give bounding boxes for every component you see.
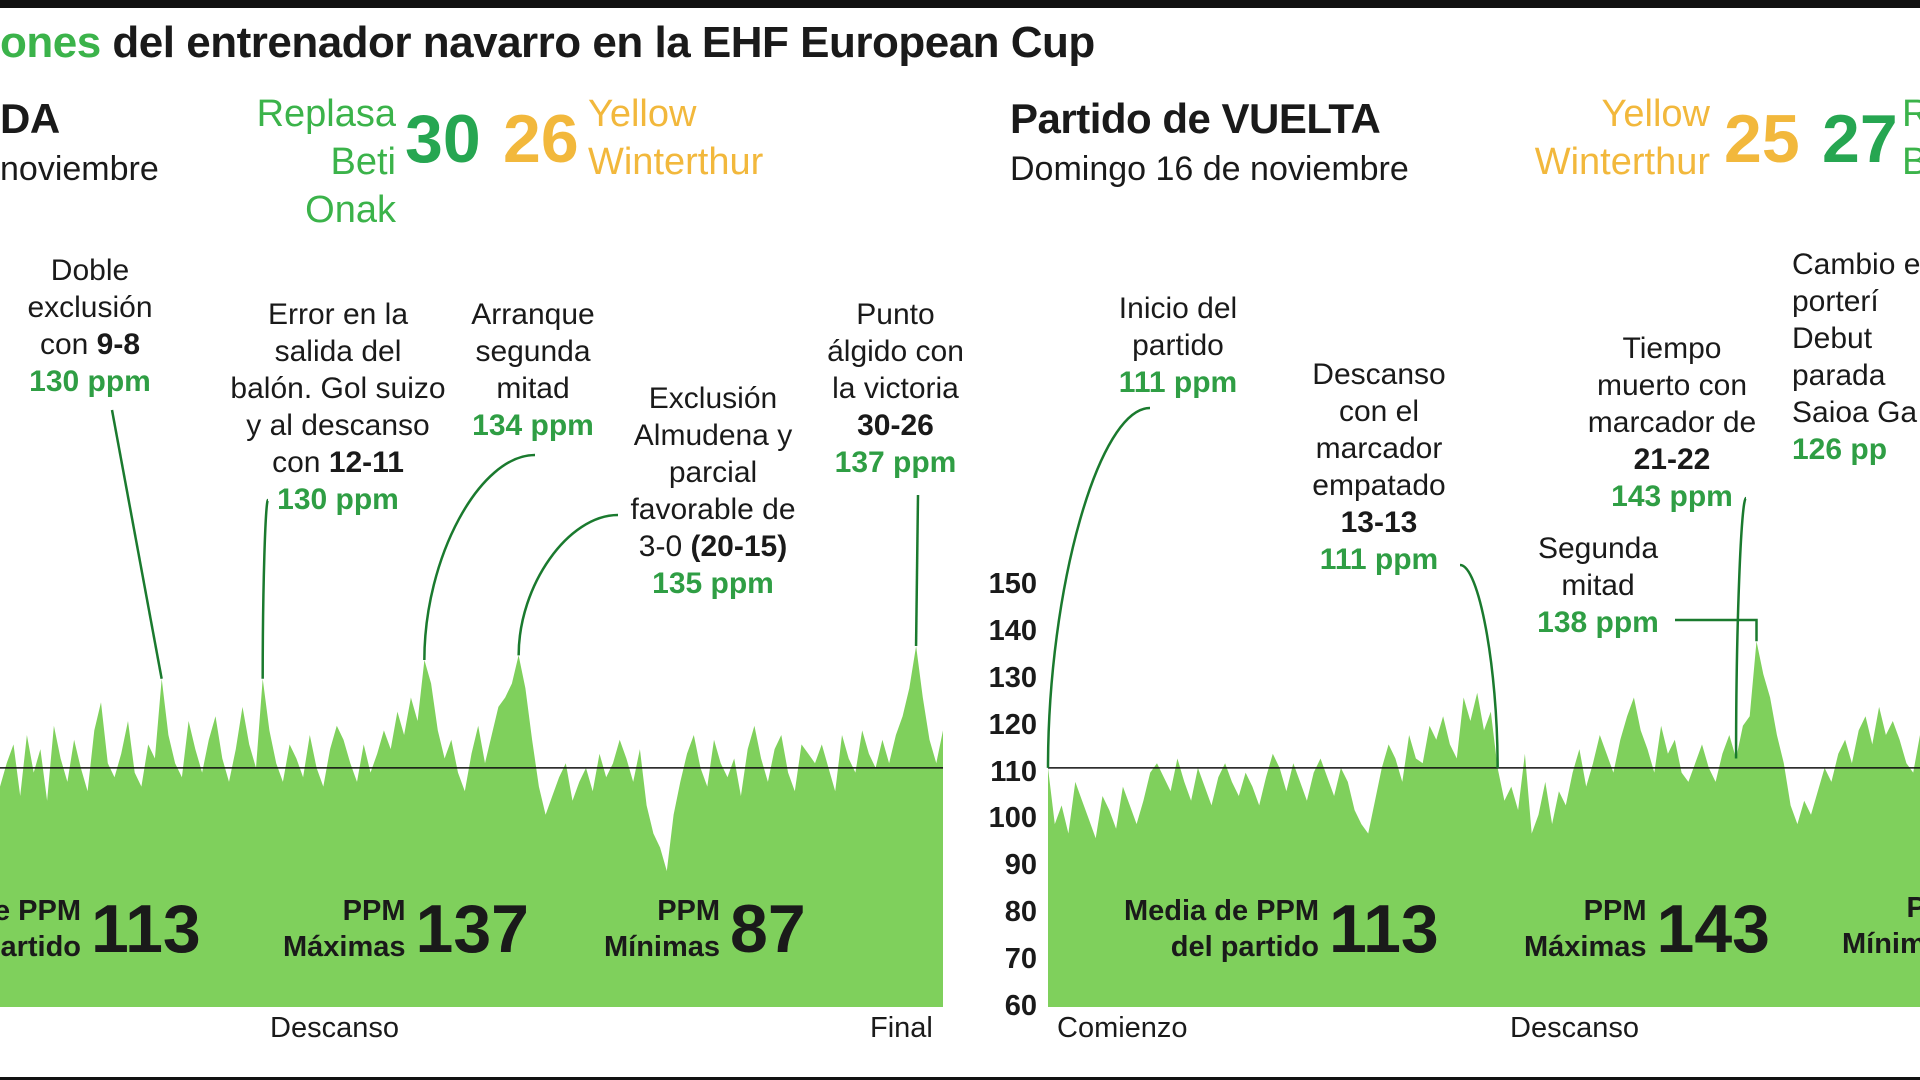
bottom-rule [0,1077,1920,1080]
y-tick-label: 130 [988,661,1037,694]
ida-annotation-3: Arranque segunda mitad 134 ppm [471,298,595,442]
ida-annotation-2: Error en la salida del balón. Gol suizo … [230,298,446,516]
vuelta-x-label-comienzo: Comienzo [1057,1012,1188,1044]
ida-stat-max: PPM Máximas 137 [283,891,529,967]
vuelta-subtitle: Partido de VUELTA [1010,95,1381,142]
vuelta-annotation-4: Tiempo muerto con marcador de 21-22 143 p… [1587,332,1757,513]
ida-x-label-descanso: Descanso [270,1012,399,1044]
headline: ones del entrenador navarro en la EHF Eu… [0,18,1095,68]
vuelta-stat-max: PPM Máximas 143 [1524,891,1770,967]
ida-away-team: Yellow Winterthur [588,93,764,183]
annotation-leader-line [1675,618,1758,642]
y-tick-label: 60 [1004,990,1037,1022]
annotation-leader-line [423,453,536,661]
ida-stat-min: PPM Mínimas 87 [604,891,806,967]
vuelta-stat-min: P Mínim [1842,892,1920,960]
y-tick-label: 110 [990,755,1037,788]
annotation-leader-line [1734,496,1748,759]
y-tick-label: 120 [988,708,1037,741]
y-tick-label: 80 [1004,896,1037,929]
ida-away-score: 26 [503,101,579,177]
vuelta-ppm-area [1048,641,1920,1007]
ida-stat-average: e PPM artido 113 [0,891,201,967]
ida-annotation-5: Punto álgido con la victoria 30-26 137 pp… [827,298,964,479]
ida-home-score: 30 [405,101,481,177]
vuelta-away-team: R B [1902,93,1920,183]
y-tick-label: 70 [1004,943,1037,976]
vuelta-x-label-descanso: Descanso [1510,1012,1639,1044]
y-tick-label: 90 [1004,849,1037,882]
ida-annotation-1: Doble exclusión con 9-8 130 ppm [27,254,153,398]
vuelta-home-score: 25 [1724,101,1800,177]
y-tick-label: 140 [988,614,1037,647]
ida-date: noviembre [0,150,159,188]
annotation-leader-line [1459,563,1499,768]
y-tick-label: 100 [988,802,1037,835]
ida-home-team: Replasa Beti Onak [256,93,396,231]
vuelta-annotation-5: Cambio e porterí Debut parada Saioa Ga 12… [1792,248,1920,466]
annotation-leader-line [110,409,163,680]
ida-x-label-final: Final [870,1012,933,1044]
y-tick-label: 150 [988,568,1037,600]
annotation-leader-line [914,494,920,646]
ida-ppm-area [0,646,943,1007]
vuelta-chart [1048,641,1920,1007]
headline-highlight: ones [0,18,101,67]
vuelta-annotation-2: Descanso con el marcador empatado 13-13 1… [1312,358,1446,576]
headline-rest: del entrenador navarro en la EHF Europea… [100,18,1095,67]
vuelta-away-score: 27 [1822,101,1898,177]
annotation-leader-line [261,498,270,679]
vuelta-stat-average: Media de PPM del partido 113 [1124,891,1439,967]
annotation-leader-line [1046,406,1151,768]
ida-chart [0,646,943,1007]
top-rule [0,0,1920,8]
vuelta-annotation-1: Inicio del partido 111 ppm [1118,292,1238,399]
ida-subtitle: DA [0,95,60,142]
vuelta-home-team: Yellow Winterthur [1534,93,1710,183]
ida-annotation-4: Exclusión Almudena y parcial favorable d… [630,382,796,600]
annotation-leader-line [517,513,619,656]
annotation-leaders [110,406,1758,768]
vuelta-annotation-3: Segunda mitad 138 ppm [1537,532,1659,639]
vuelta-date: Domingo 16 de noviembre [1010,150,1409,188]
